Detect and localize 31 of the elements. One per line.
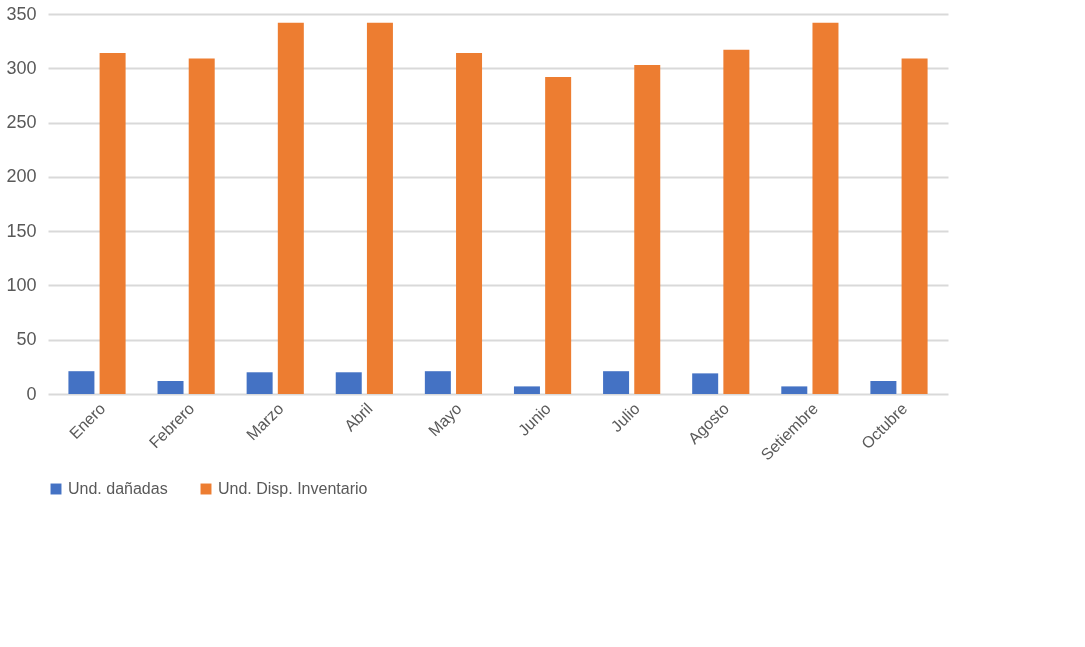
bar: [634, 65, 661, 394]
legend-label: Und. Disp. Inventario: [218, 480, 368, 497]
bar: [68, 371, 95, 394]
bar: [99, 53, 126, 394]
bar: [424, 371, 451, 394]
bar: [692, 373, 719, 394]
x-tick-label: Julio: [607, 399, 644, 436]
bar: [603, 371, 630, 394]
y-tick-label: 50: [16, 329, 37, 350]
bar: [157, 380, 184, 394]
bar: [781, 386, 808, 394]
bar: [870, 380, 897, 394]
bar: [335, 372, 362, 394]
legend-label: Und. dañadas: [68, 480, 168, 497]
bar: [901, 58, 928, 394]
y-tick-label: 350: [6, 3, 37, 24]
bar: [188, 58, 215, 394]
bar: [545, 76, 572, 394]
y-tick-label: 150: [6, 220, 37, 241]
y-tick-label: 300: [6, 57, 37, 78]
y-tick-label: 100: [6, 274, 37, 295]
y-tick-label: 200: [6, 166, 37, 187]
y-tick-label: 250: [6, 112, 37, 133]
y-tick-label: 0: [26, 383, 37, 404]
bar: [366, 22, 393, 394]
bar: [456, 53, 483, 394]
bar: [723, 49, 750, 394]
bar: [246, 372, 273, 394]
bar: [277, 22, 304, 394]
bar: [812, 22, 839, 394]
bar: [513, 386, 540, 394]
